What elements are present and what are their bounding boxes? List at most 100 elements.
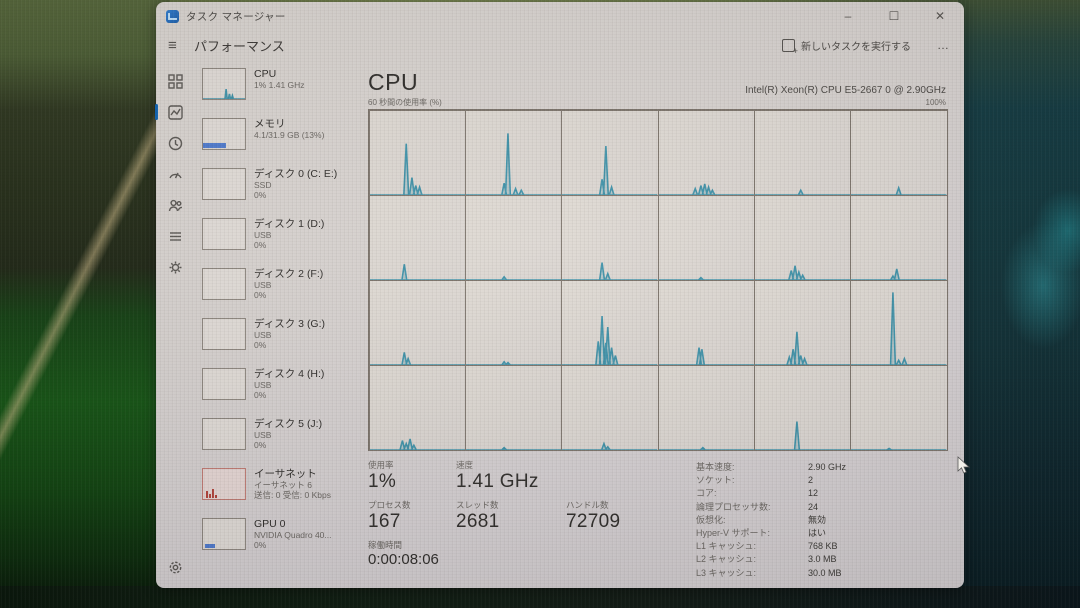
sidebar-item-disk0[interactable]: ディスク 0 (C: E:) SSD 0%	[200, 164, 362, 214]
logical-processor-grid	[368, 109, 948, 451]
logical-processor-graph-12	[368, 279, 466, 366]
stat-row: コア: 12	[696, 487, 846, 500]
logical-processor-graph-4	[753, 109, 852, 196]
logical-processor-graph-5	[850, 109, 948, 196]
logical-processor-graph-2	[561, 109, 659, 196]
processes-grid-icon[interactable]	[161, 68, 189, 94]
sidebar-item-label: ディスク 4 (H:)	[254, 368, 325, 380]
sidebar-item-sub3: 送信: 0 受信: 0 Kbps	[254, 490, 331, 500]
settings-gear-icon[interactable]	[161, 554, 189, 580]
stat-label: 仮想化:	[696, 514, 726, 525]
cpu-panel: CPU Intel(R) Xeon(R) CPU E5-2667 0 @ 2.9…	[362, 62, 964, 590]
stat-label: コア:	[696, 488, 717, 499]
stat-value: 3.0 MB	[808, 554, 837, 565]
sidebar-item-label: ディスク 1 (D:)	[254, 218, 325, 230]
logical-processor-graph-0	[368, 109, 466, 196]
startup-apps-icon[interactable]	[161, 161, 189, 187]
sidebar-item-sub3: 0%	[254, 290, 267, 300]
sidebar-item-gpu0[interactable]: GPU 0 NVIDIA Quadro 40... 0%	[200, 514, 362, 564]
sidebar-item-sub2: イーサネット 6	[254, 480, 312, 490]
stat-row: L3 キャッシュ: 30.0 MB	[696, 567, 846, 580]
sidebar-item-sub3: 0%	[254, 340, 267, 350]
logical-processor-graph-10	[753, 194, 852, 281]
logical-processor-graph-18	[368, 364, 466, 451]
maximize-button[interactable]: ☐	[888, 9, 900, 23]
stat-row: L1 キャッシュ: 768 KB	[696, 540, 846, 553]
stat-row: Hyper-V サポート: はい	[696, 527, 846, 540]
nav-rail	[155, 62, 194, 590]
stat-label: L3 キャッシュ:	[696, 567, 757, 578]
minimize-button[interactable]: –	[844, 9, 852, 23]
window-title: タスク マネージャー	[186, 10, 286, 23]
stat-row: L2 キャッシュ: 3.0 MB	[696, 553, 846, 566]
sidebar-item-sub2: USB	[254, 280, 272, 290]
stat-label: L1 キャッシュ:	[696, 541, 757, 552]
wallpaper-bottom-strip	[0, 586, 1080, 608]
sidebar-item-ethernet[interactable]: イーサネット イーサネット 6 送信: 0 受信: 0 Kbps	[200, 464, 362, 514]
logical-processor-graph-23	[850, 364, 948, 451]
processes-label: プロセス数	[368, 500, 411, 510]
sidebar-item-disk2[interactable]: ディスク 2 (F:) USB 0%	[200, 264, 362, 314]
threads-value: 2681	[456, 511, 500, 532]
sidebar-thumb-disk1	[202, 218, 246, 250]
uptime-value: 0:00:08:06	[368, 551, 439, 568]
logical-processor-graph-7	[464, 194, 563, 281]
speed-value: 1.41 GHz	[456, 471, 539, 492]
sidebar-item-sub3: 0%	[254, 440, 267, 450]
run-new-task-button[interactable]: 新しいタスクを実行する	[774, 35, 919, 56]
hamburger-menu-icon[interactable]: ≡	[168, 36, 177, 54]
sidebar-item-label: ディスク 0 (C: E:)	[254, 168, 338, 180]
sidebar-item-label: イーサネット	[254, 468, 317, 480]
handles-value: 72709	[566, 511, 621, 532]
logical-processor-graph-21	[657, 364, 755, 451]
stat-row: 仮想化: 無効	[696, 514, 846, 527]
stat-value: 768 KB	[808, 541, 838, 552]
logical-processor-graph-22	[753, 364, 852, 451]
performance-chart-icon[interactable]	[155, 99, 189, 125]
wallpaper-ocean	[958, 0, 1080, 608]
logical-processor-graph-17	[850, 279, 948, 366]
sidebar-item-disk1[interactable]: ディスク 1 (D:) USB 0%	[200, 214, 362, 264]
more-options-button[interactable]: …	[937, 38, 950, 52]
sidebar-item-label: ディスク 5 (J:)	[254, 418, 323, 430]
cpu-model-name: Intel(R) Xeon(R) CPU E5-2667 0 @ 2.90GHz	[745, 85, 946, 96]
speed-label: 速度	[456, 460, 474, 470]
sidebar-item-memory[interactable]: メモリ 4.1/31.9 GB (13%)	[200, 114, 362, 164]
graph-caption: 60 秒間の使用率 (%)	[368, 98, 442, 107]
app-history-clock-icon[interactable]	[161, 130, 189, 156]
sidebar-item-sub2: 4.1/31.9 GB (13%)	[254, 130, 325, 140]
stat-label: 基本速度:	[696, 462, 735, 472]
run-new-task-label: 新しいタスクを実行する	[801, 41, 911, 53]
uptime-label: 稼働時間	[368, 540, 403, 550]
close-button[interactable]: ✕	[934, 9, 946, 23]
logical-processor-graph-16	[753, 279, 852, 366]
processes-value: 167	[368, 511, 401, 532]
threads-label: スレッド数	[456, 500, 499, 510]
logical-processor-graph-13	[464, 279, 563, 366]
sidebar-item-sub2: NVIDIA Quadro 40...	[254, 530, 332, 540]
stat-value: 2	[808, 475, 814, 486]
users-icon[interactable]	[161, 192, 189, 218]
cpu-panel-title: CPU	[368, 69, 419, 95]
logical-processor-graph-1	[464, 109, 563, 196]
task-manager-app-icon	[166, 9, 179, 23]
titlebar: タスク マネージャー – ☐ ✕	[156, 2, 964, 28]
sidebar-item-sub3: 0%	[254, 540, 267, 550]
stat-label: 論理プロセッサ数:	[696, 501, 771, 512]
sidebar-item-label: CPU	[254, 68, 277, 80]
sidebar-item-disk4[interactable]: ディスク 4 (H:) USB 0%	[200, 364, 362, 414]
details-list-icon[interactable]	[161, 223, 189, 249]
services-icon[interactable]	[161, 254, 189, 280]
sidebar-thumb-gpu0	[202, 518, 246, 550]
sidebar-item-cpu[interactable]: CPU 1% 1.41 GHz	[200, 64, 362, 114]
sidebar-item-disk5[interactable]: ディスク 5 (J:) USB 0%	[200, 414, 362, 464]
sidebar-thumb-ethernet	[202, 468, 246, 500]
sidebar-thumb-disk2	[202, 268, 246, 300]
logical-processor-graph-14	[561, 279, 659, 366]
stat-value: 無効	[808, 514, 827, 525]
performance-sidebar-list: CPU 1% 1.41 GHz メモリ 4.1/31.9 GB (13%) ディスク 0…	[194, 62, 362, 590]
mouse-cursor	[957, 456, 971, 480]
sidebar-item-label: GPU 0	[254, 518, 286, 530]
stat-label: L2 キャッシュ:	[696, 554, 757, 565]
sidebar-item-disk3[interactable]: ディスク 3 (G:) USB 0%	[200, 314, 362, 364]
